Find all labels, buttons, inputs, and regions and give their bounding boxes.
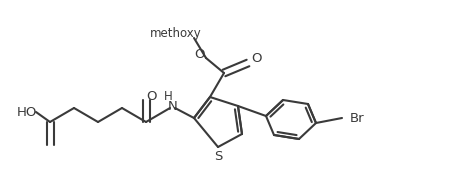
Text: H: H bbox=[164, 90, 172, 103]
Text: methoxy: methoxy bbox=[150, 27, 202, 39]
Text: Br: Br bbox=[350, 112, 365, 124]
Text: O: O bbox=[251, 52, 261, 65]
Text: N: N bbox=[168, 99, 178, 112]
Text: HO: HO bbox=[17, 105, 37, 118]
Text: O: O bbox=[194, 49, 204, 61]
Text: O: O bbox=[146, 90, 156, 102]
Text: S: S bbox=[214, 150, 222, 164]
